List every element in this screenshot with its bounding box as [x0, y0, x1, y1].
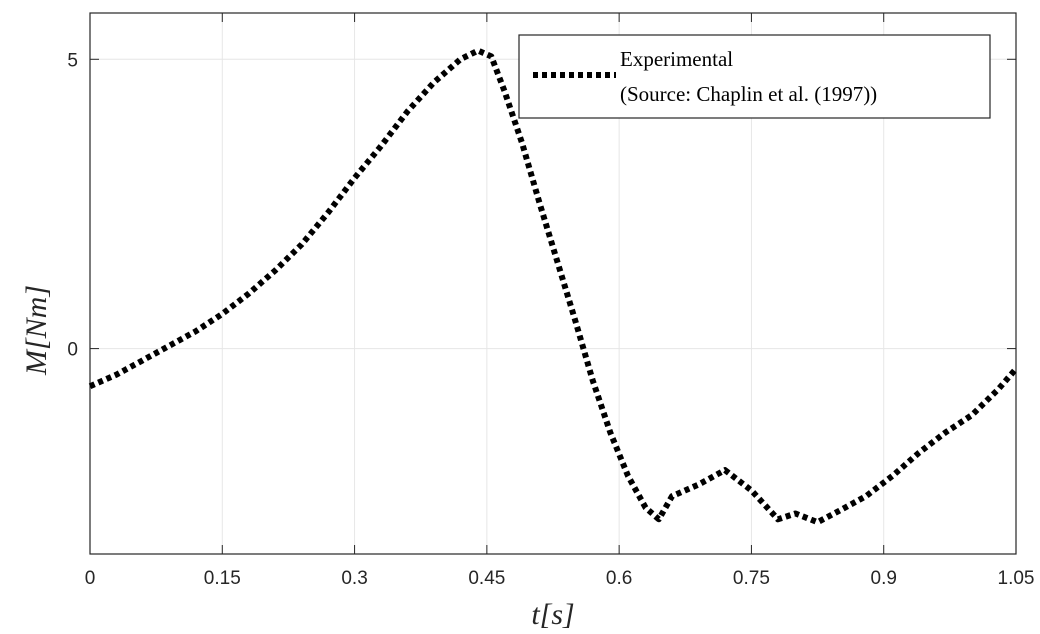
y-axis-label: M[Nm]: [20, 285, 53, 376]
x-axis-label: t[s]: [531, 598, 574, 631]
y-tick-labels: 05: [67, 50, 78, 360]
series-line-experimental: [88, 47, 1019, 526]
x-tick-label: 0: [85, 568, 96, 589]
series-group: [88, 47, 1019, 526]
legend-label-line-2: (Source: Chaplin et al. (1997)): [620, 82, 877, 106]
x-tick-label: 1.05: [998, 568, 1035, 589]
x-tick-label: 0.3: [341, 568, 367, 589]
x-tick-label: 0.45: [468, 568, 505, 589]
plot-frame: [89, 12, 1017, 555]
x-tick-label: 0.6: [606, 568, 632, 589]
x-tick-label: 0.15: [204, 568, 241, 589]
x-tick-labels: 0 0.15 0.3 0.45 0.6 0.75 0.9 1.05: [85, 568, 1035, 589]
x-tick-label: 0.75: [733, 568, 770, 589]
y-tick-label: 0: [67, 340, 78, 361]
y-tick-label: 5: [67, 50, 78, 71]
legend: Experimental (Source: Chaplin et al. (19…: [518, 34, 991, 119]
tick-marks: [89, 13, 1017, 554]
legend-label-line-1: Experimental: [620, 47, 733, 71]
x-tick-label: 0.9: [871, 568, 897, 589]
